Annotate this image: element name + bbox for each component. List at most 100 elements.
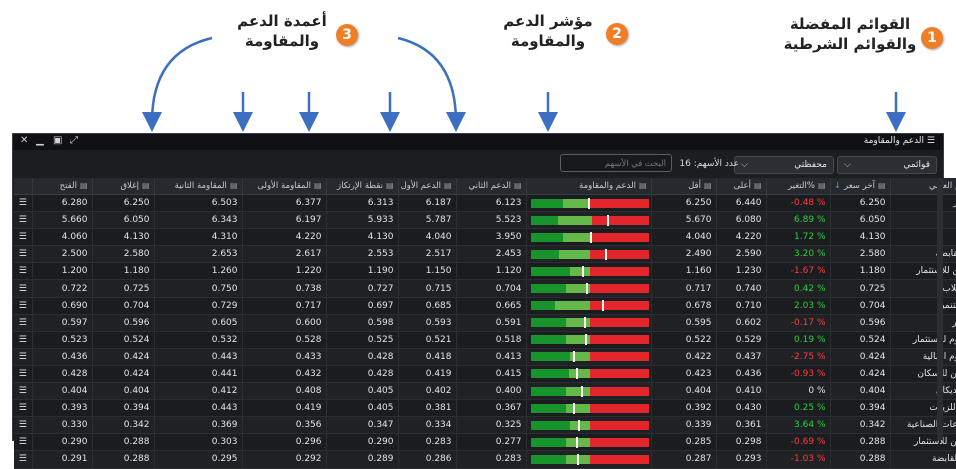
row-menu-icon[interactable]: ☰: [14, 279, 33, 298]
row-menu-icon[interactable]: ☰: [14, 331, 33, 349]
cell-low: 0.595: [651, 314, 717, 332]
cell-s2: 0.665: [456, 297, 527, 315]
cell-high: 0.293: [716, 450, 767, 469]
row-menu-icon[interactable]: ☰: [14, 228, 33, 247]
row-menu-icon[interactable]: ☰: [14, 245, 33, 264]
menu-icon[interactable]: ☰: [926, 136, 935, 146]
bar-support-zone: [530, 215, 592, 225]
cell-name[interactable]: لوتس للتنمية: [890, 297, 956, 315]
header-last[interactable]: ▤آخر سعر↓: [830, 178, 891, 195]
cell-s1: 0.402: [398, 382, 457, 401]
cell-name[interactable]: جو جرين للاستثمار: [890, 262, 956, 281]
table-row[interactable]: ☰ 5.660 6.050 6.343 6.197 5.933 5.787 5.523 5.67…: [14, 211, 956, 230]
cell-change: -0.93 %: [766, 365, 831, 384]
close-icon[interactable]: ✕: [20, 135, 29, 146]
table-row[interactable]: ☰ 4.060 4.130 4.310 4.220 4.130 4.040 3.950 4.04…: [14, 228, 956, 247]
table-row[interactable]: ☰ 0.404 0.404 0.412 0.408 0.405 0.402 0.400 0.40…: [14, 382, 956, 401]
row-menu-icon[interactable]: ☰: [14, 433, 33, 452]
cell-indicator: [526, 279, 652, 298]
header-s2[interactable]: ▤الدعم الثاني: [456, 178, 527, 195]
table-row[interactable]: ☰ 0.330 0.342 0.369 0.356 0.347 0.334 0.325 0.33…: [14, 416, 956, 435]
table-row[interactable]: ☰ 0.428 0.424 0.441 0.432 0.428 0.419 0.415 0.42…: [14, 365, 956, 384]
cell-name[interactable]: اسباير القابضة: [890, 450, 956, 469]
header-name[interactable]: ▤الإسم العربي: [890, 178, 956, 195]
restore-icon[interactable]: ▣: [53, 135, 63, 146]
header-change[interactable]: ▤%التغير: [766, 178, 831, 195]
row-menu-icon[interactable]: ☰: [14, 365, 33, 384]
cell-name[interactable]: بالم هيلز: [890, 194, 956, 213]
cell-close: 6.250: [92, 194, 155, 213]
cell-r1: 0.528: [242, 331, 327, 349]
column-menu-header: [14, 178, 33, 195]
header-pivot[interactable]: ▤نقطة الإرتكاز: [326, 178, 399, 195]
table-row[interactable]: ☰ 1.200 1.180 1.260 1.220 1.190 1.150 1.120 1.16…: [14, 262, 956, 281]
cell-name[interactable]: ليفت سلاب: [890, 279, 956, 298]
table-row[interactable]: ☰ 0.523 0.524 0.532 0.528 0.525 0.521 0.518 0.52…: [14, 331, 956, 349]
cell-name[interactable]: اوراسكوم المالية: [890, 348, 956, 366]
bar-price-marker: [583, 317, 586, 329]
cell-close: 0.704: [92, 297, 155, 315]
cell-name[interactable]: المصريين للاستثمار: [890, 433, 956, 452]
row-menu-icon[interactable]: ☰: [14, 262, 33, 281]
cell-name[interactable]: نهر الخير: [890, 314, 956, 332]
sort-down-icon[interactable]: ↓: [833, 181, 842, 191]
cell-close: 0.404: [92, 382, 155, 401]
search-input[interactable]: [560, 154, 672, 172]
header-high[interactable]: ▤أعلى: [716, 178, 767, 195]
cell-pivot: 0.405: [326, 382, 399, 401]
row-menu-icon[interactable]: ☰: [14, 450, 33, 469]
table-row[interactable]: ☰ 0.597 0.596 0.605 0.600 0.598 0.593 0.591 0.59…: [14, 314, 956, 332]
header-close[interactable]: ▤إغلاق: [92, 178, 155, 195]
cell-pivot: 6.313: [326, 194, 399, 213]
header-r2[interactable]: ▤المقاومة الثانية: [154, 178, 243, 195]
cell-name[interactable]: اوراسكوم للاستثمار: [890, 331, 956, 349]
row-menu-icon[interactable]: ☰: [14, 194, 33, 213]
row-menu-icon[interactable]: ☰: [14, 297, 33, 315]
cell-name[interactable]: المصريين للاسكان: [890, 365, 956, 384]
row-menu-icon[interactable]: ☰: [14, 348, 33, 366]
cell-name[interactable]: بلتون القابضة: [890, 245, 956, 264]
cell-name[interactable]: عتاقة: [890, 211, 956, 230]
table-row[interactable]: ☰ 2.500 2.580 2.653 2.617 2.553 2.517 2.453 2.49…: [14, 245, 956, 264]
cell-change: -1.03 %: [766, 450, 831, 469]
cell-s1: 0.593: [398, 314, 457, 332]
cell-s1: 0.418: [398, 348, 457, 366]
table-row[interactable]: ☰ 0.290 0.288 0.303 0.296 0.290 0.283 0.277 0.28…: [14, 433, 956, 452]
cell-change: 1.72 %: [766, 228, 831, 247]
lists-select[interactable]: قوائمي ⌵: [837, 156, 937, 174]
support-resistance-bar: [530, 248, 649, 260]
cell-change: 0.25 %: [766, 399, 831, 418]
header-r1[interactable]: ▤المقاومة الأولى: [242, 178, 327, 195]
cell-name[interactable]: المشروعات الصناعية: [890, 416, 956, 435]
cell-s1: 0.334: [398, 416, 457, 435]
portfolio-select[interactable]: محفظتي ⌵: [734, 156, 834, 174]
cell-r1: 0.738: [242, 279, 327, 298]
row-menu-icon[interactable]: ☰: [14, 211, 33, 230]
cell-name[interactable]: سبيد ميديكال: [890, 382, 956, 401]
table-row[interactable]: ☰ 0.393 0.394 0.443 0.419 0.405 0.381 0.367 0.39…: [14, 399, 956, 418]
bar-price-marker: [585, 283, 588, 295]
table-row[interactable]: ☰ 6.280 6.250 6.503 6.377 6.313 6.187 6.123 6.25…: [14, 194, 956, 213]
cell-indicator: [526, 314, 652, 332]
header-indicator[interactable]: ▤الدعم والمقاومة: [526, 178, 652, 195]
header-open[interactable]: ▤الفتح: [32, 178, 93, 195]
table-row[interactable]: ☰ 0.291 0.288 0.295 0.292 0.289 0.286 0.283 0.28…: [14, 450, 956, 469]
row-menu-icon[interactable]: ☰: [14, 399, 33, 418]
table-row[interactable]: ☰ 0.436 0.424 0.443 0.433 0.428 0.418 0.413 0.42…: [14, 348, 956, 366]
header-s1[interactable]: ▤الدعم الأول: [398, 178, 457, 195]
cell-name[interactable]: القاهرة للزيوت: [890, 399, 956, 418]
window-titlebar: ✕ ▁ ▣ ⤢ ☰ الدعم والمقاومة: [13, 134, 943, 151]
row-menu-icon[interactable]: ☰: [14, 314, 33, 332]
cell-s2: 1.120: [456, 262, 527, 281]
expand-icon[interactable]: ⤢: [70, 135, 78, 146]
cell-open: 0.291: [32, 450, 93, 469]
table-row[interactable]: ☰ 0.722 0.725 0.750 0.738 0.727 0.715 0.704 0.71…: [14, 279, 956, 298]
vertical-scrollbar[interactable]: [937, 178, 943, 440]
cell-name[interactable]: راميدا: [890, 228, 956, 247]
table-row[interactable]: ☰ 0.690 0.704 0.729 0.717 0.697 0.685 0.665 0.67…: [14, 297, 956, 315]
minimize-icon[interactable]: ▁: [36, 135, 44, 146]
row-menu-icon[interactable]: ☰: [14, 416, 33, 435]
header-low[interactable]: ▤أقل: [651, 178, 717, 195]
cell-open: 0.393: [32, 399, 93, 418]
row-menu-icon[interactable]: ☰: [14, 382, 33, 401]
